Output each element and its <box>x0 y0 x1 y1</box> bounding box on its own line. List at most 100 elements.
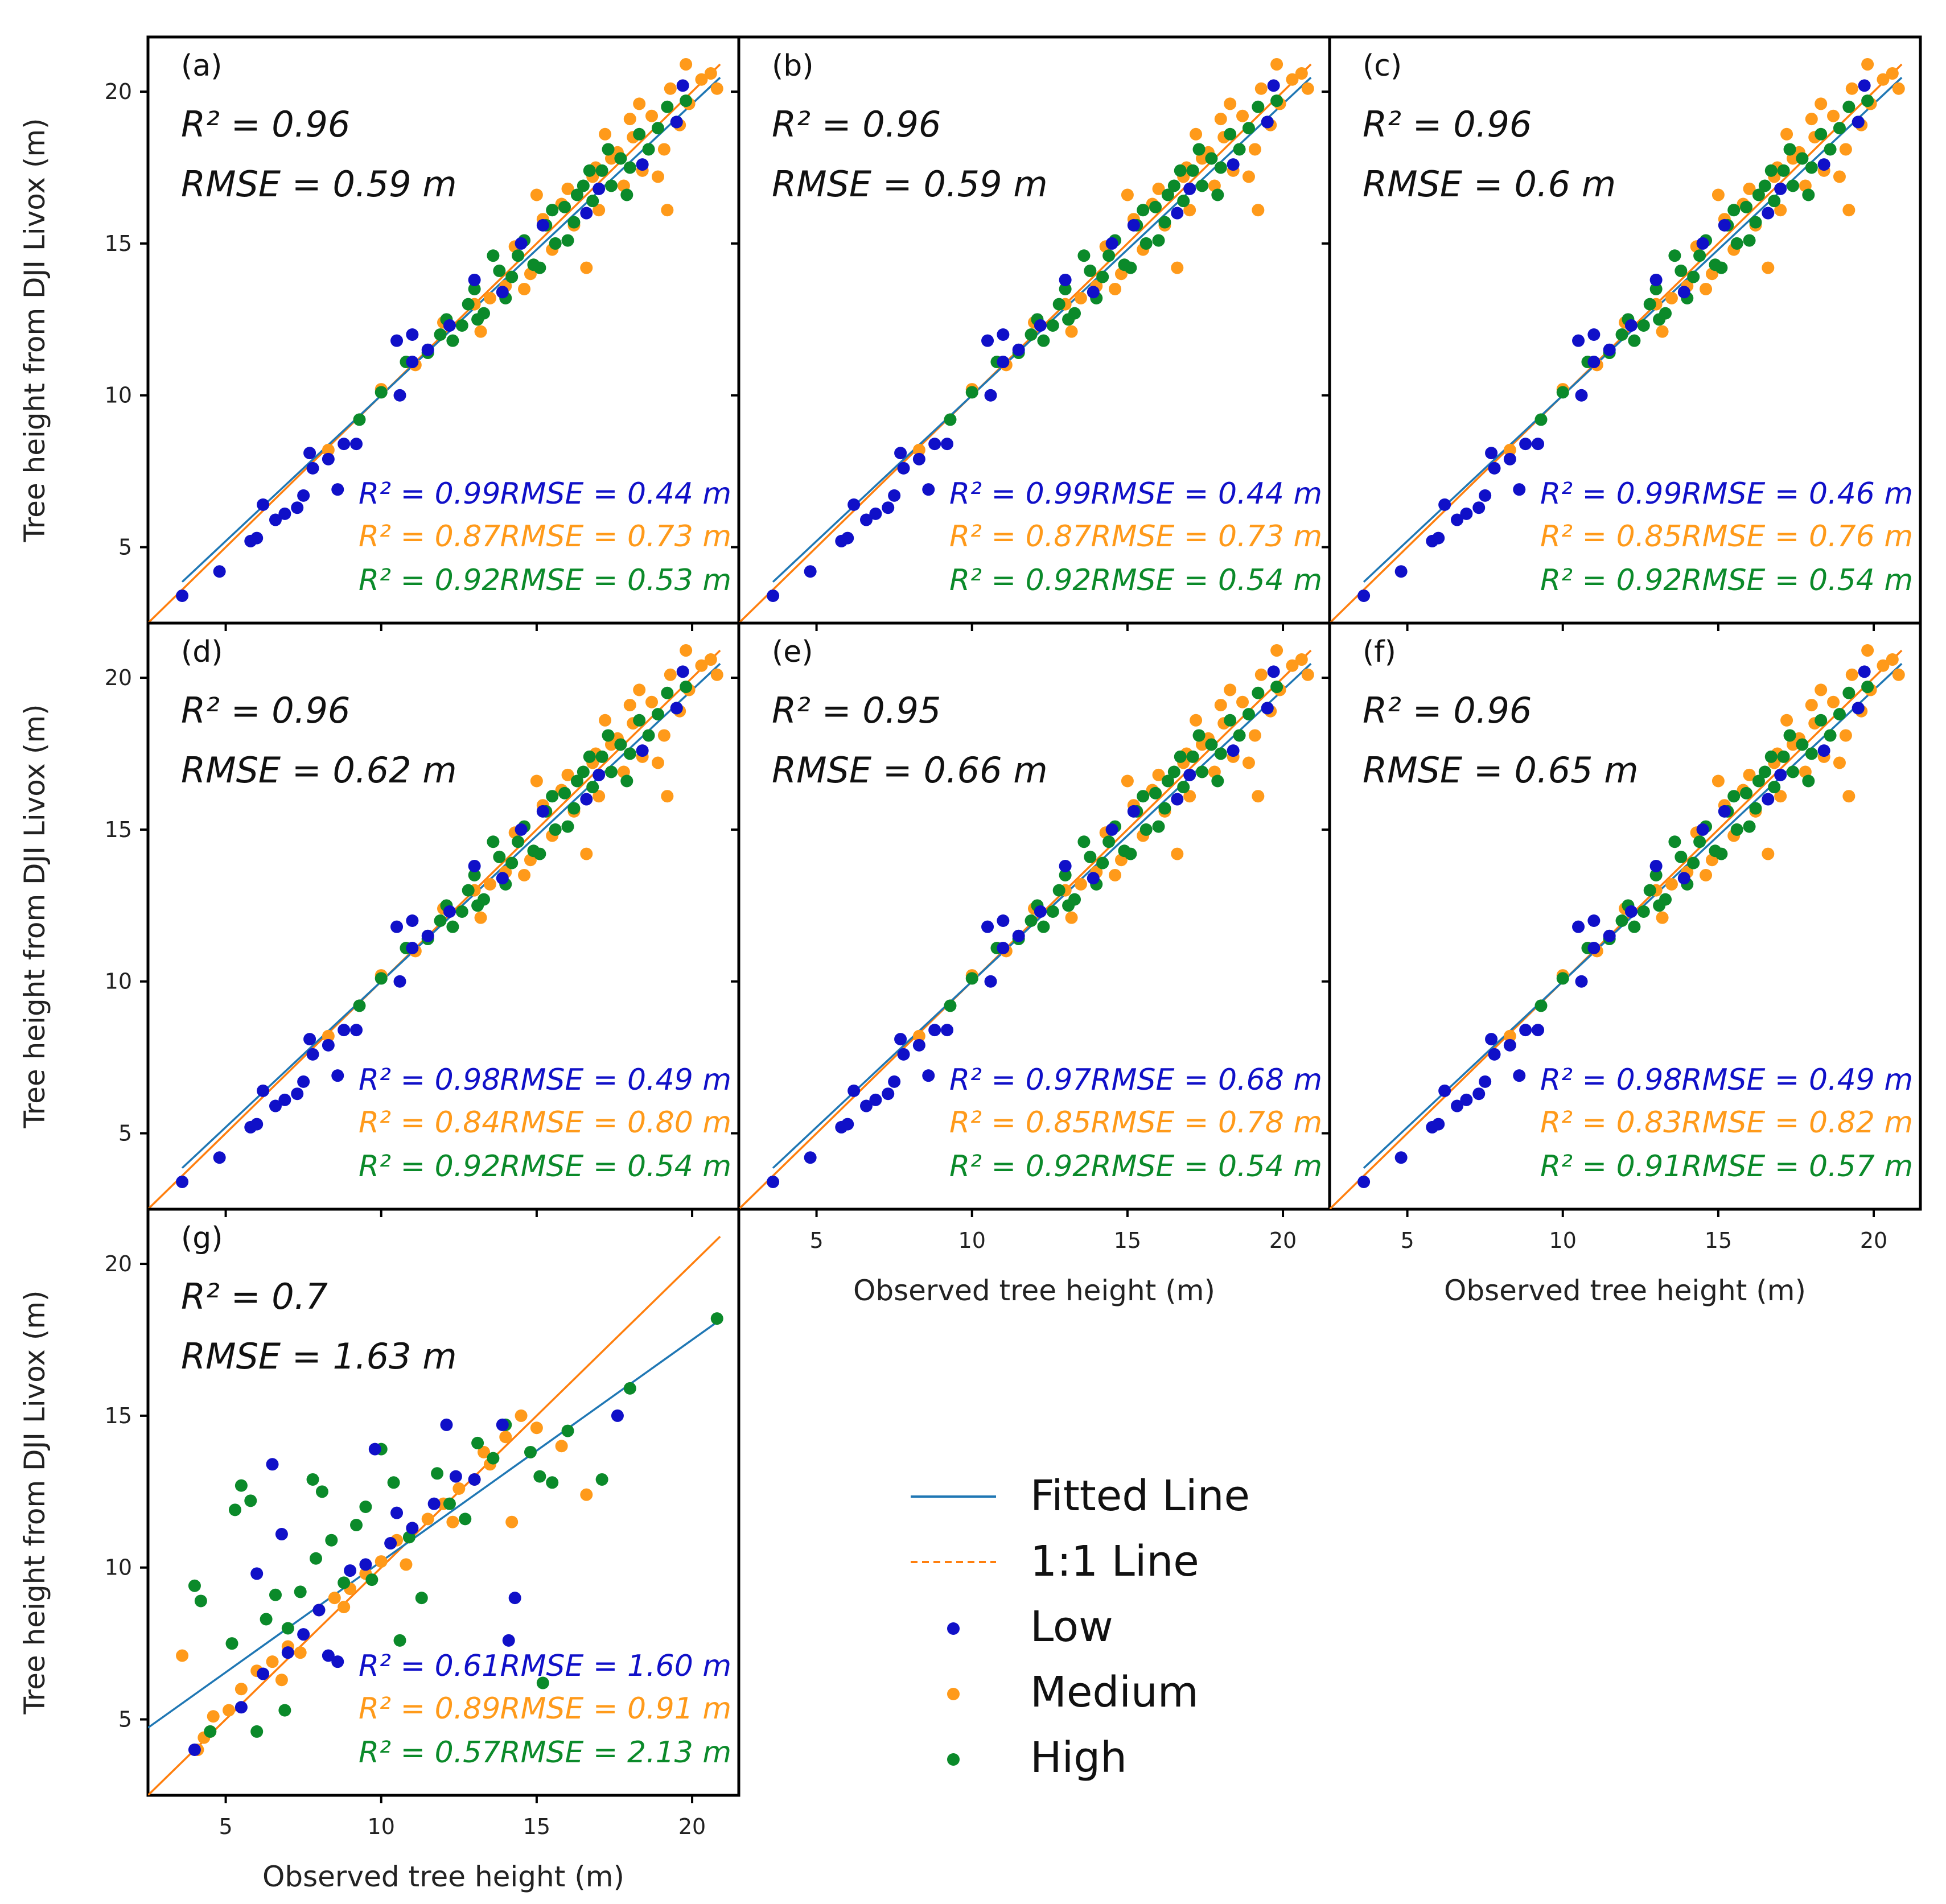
stat-medium-r2: R² = 0.83 <box>1540 1106 1682 1140</box>
point-medium <box>1183 204 1196 217</box>
stat-medium-rmse: RMSE = 0.78 m <box>1091 1106 1322 1140</box>
point-high <box>1749 802 1762 815</box>
point-high <box>1777 750 1790 763</box>
point-low <box>847 498 861 511</box>
point-medium <box>1214 113 1227 126</box>
point-medium <box>518 868 531 881</box>
point-high <box>651 708 664 721</box>
point-high <box>1059 868 1072 881</box>
point-high <box>614 152 627 165</box>
point-low <box>368 1443 381 1456</box>
point-low <box>1034 319 1047 332</box>
point-medium <box>912 443 925 456</box>
point-medium <box>1656 325 1669 338</box>
stat-low-r2: R² = 0.97 <box>949 1063 1091 1097</box>
stat-medium-r2: R² = 0.84 <box>359 1106 500 1140</box>
point-medium <box>1886 67 1899 80</box>
point-low <box>250 1567 264 1580</box>
x-tick-label: 5 <box>809 1228 823 1253</box>
point-high <box>536 1676 549 1689</box>
point-high <box>434 328 447 341</box>
panel-rmse: RMSE = 0.6 m <box>1363 163 1616 205</box>
point-low <box>941 438 954 451</box>
point-medium <box>1224 97 1237 110</box>
point-low <box>1485 447 1498 460</box>
point-high <box>1556 972 1569 985</box>
legend-low-label: Low <box>1030 1602 1113 1651</box>
point-medium <box>1886 653 1899 666</box>
point-medium <box>623 699 636 712</box>
point-high <box>558 786 571 799</box>
stat-low-r2: R² = 0.61 <box>359 1649 500 1683</box>
point-low <box>888 489 901 502</box>
panel-e: 5 10 15 20 Observed tree height (m) (e) R² = 0… <box>731 621 1331 1307</box>
point-medium <box>1270 644 1283 657</box>
point-low <box>338 1024 351 1037</box>
point-high <box>1174 750 1187 763</box>
point-high <box>1025 914 1038 928</box>
point-medium <box>176 1649 189 1662</box>
point-high <box>1727 790 1741 803</box>
legend: Fitted Line 1:1 Line Low Medium High <box>911 1472 1250 1782</box>
point-low <box>266 1458 279 1471</box>
point-low <box>536 219 549 232</box>
point-high <box>1025 328 1038 341</box>
point-high <box>1787 179 1800 192</box>
point-high <box>512 249 525 262</box>
point-low <box>847 1084 861 1097</box>
point-medium <box>1190 714 1203 727</box>
point-low <box>322 1038 335 1052</box>
point-low <box>859 513 873 526</box>
legend-high-label: High <box>1030 1733 1127 1782</box>
point-medium <box>1286 659 1299 672</box>
point-high <box>1077 249 1091 262</box>
point-low <box>1519 1024 1532 1037</box>
point-medium <box>1074 877 1087 891</box>
point-low <box>421 929 434 942</box>
panel-r2: R² = 0.96 <box>181 104 350 145</box>
stat-high-rmse: RMSE = 0.54 m <box>1091 1149 1322 1184</box>
x-tick-label: 20 <box>1860 1228 1887 1253</box>
point-medium <box>1214 699 1227 712</box>
point-medium <box>1152 182 1165 195</box>
point-medium <box>645 109 659 122</box>
point-high <box>234 1479 248 1492</box>
point-low <box>1858 665 1871 678</box>
point-medium <box>322 443 335 456</box>
point-high <box>505 856 519 869</box>
point-high <box>228 1503 241 1516</box>
point-high <box>1084 850 1097 863</box>
point-low <box>1718 219 1731 232</box>
point-high <box>1693 249 1706 262</box>
legend-low-marker <box>947 1622 960 1635</box>
panel-rmse: RMSE = 0.65 m <box>1363 749 1639 791</box>
point-high <box>1637 319 1650 332</box>
point-low <box>269 1099 282 1112</box>
point-high <box>1768 195 1781 208</box>
point-low <box>297 489 310 502</box>
point-low <box>1603 343 1616 356</box>
point-medium <box>1301 668 1314 681</box>
point-high <box>605 179 618 192</box>
point-high <box>1096 270 1109 283</box>
point-high <box>577 179 590 192</box>
point-high <box>1615 914 1628 928</box>
point-high <box>586 781 599 794</box>
point-medium <box>704 653 717 666</box>
point-low <box>515 823 528 836</box>
stat-low-rmse: RMSE = 0.44 m <box>500 477 731 511</box>
point-medium <box>1242 756 1255 769</box>
point-high <box>353 413 366 426</box>
point-low <box>421 343 434 356</box>
point-low <box>1105 823 1118 836</box>
point-high <box>595 750 608 763</box>
point-low <box>331 1069 344 1082</box>
point-low <box>997 942 1010 955</box>
point-high <box>434 914 447 928</box>
point-high <box>524 1445 537 1458</box>
point-medium <box>661 204 674 217</box>
point-medium <box>1842 204 1856 217</box>
point-low <box>1677 872 1690 885</box>
point-high <box>1833 708 1846 721</box>
